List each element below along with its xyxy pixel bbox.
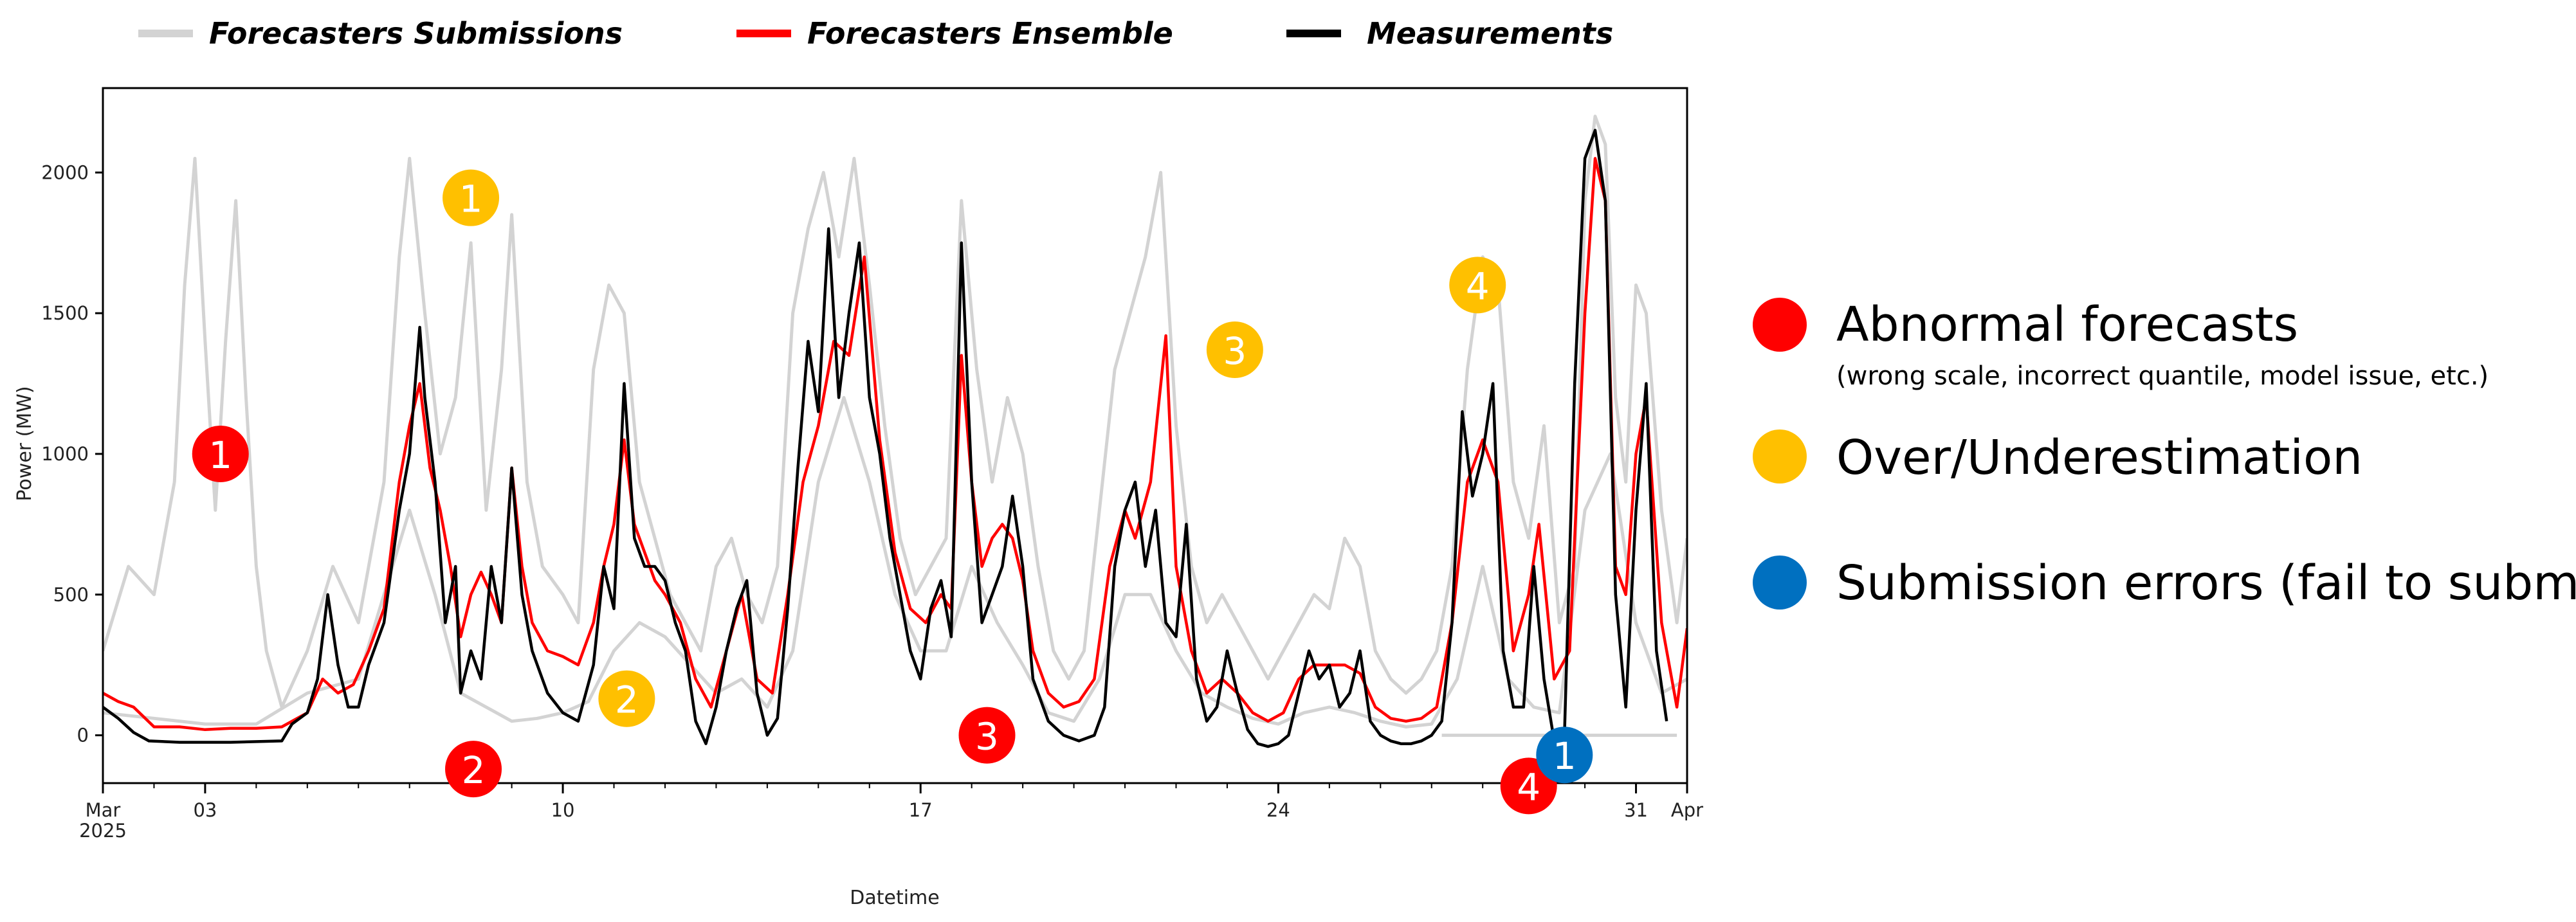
y-tick-label: 500 xyxy=(53,584,89,606)
marker-label: 1 xyxy=(1553,734,1576,778)
legend-item-ensemble: Forecasters Ensemble xyxy=(736,16,1173,51)
y-axis: 0 500 1000 1500 2000 xyxy=(41,161,103,746)
x-tick-label: Apr xyxy=(1671,799,1703,821)
plot-frame xyxy=(102,87,1688,784)
marker-red-1: 1 xyxy=(192,425,249,482)
key-dot-over-under xyxy=(1753,429,1807,484)
marker-dot xyxy=(598,670,655,727)
marker-dot xyxy=(958,707,1016,764)
marker-yellow-2: 2 xyxy=(598,670,655,727)
key-label-abnormal: Abnormal forecasts xyxy=(1836,297,2298,352)
legend-item-submissions: Forecasters Submissions xyxy=(138,16,623,51)
y-axis-label: Power (MW) xyxy=(14,386,36,501)
x-tick-label: 31 xyxy=(1624,799,1648,821)
marker-label: 2 xyxy=(615,678,639,722)
legend-item-measurements: Measurements xyxy=(1286,16,1613,51)
key-dot-submission-errors xyxy=(1753,556,1807,610)
x-tick-sublabel: 2025 xyxy=(79,820,127,842)
x-axis-label: Datetime xyxy=(850,887,939,909)
y-tick-label: 1500 xyxy=(41,302,89,324)
marker-yellow-1: 1 xyxy=(443,169,500,226)
marker-dot xyxy=(1206,321,1263,379)
key-label-submission-errors: Submission errors (fail to submit) xyxy=(1836,556,2576,611)
marker-dot xyxy=(1449,257,1506,314)
series-line-0 xyxy=(103,129,1668,748)
key-label-over-under: Over/Underestimation xyxy=(1836,430,2362,485)
marker-label: 1 xyxy=(459,177,483,221)
marker-label: 4 xyxy=(1517,765,1540,809)
y-tick-label: 0 xyxy=(77,725,89,746)
chart-legend: Forecasters Submissions Forecasters Ense… xyxy=(138,16,1613,51)
x-tick-label: 03 xyxy=(193,799,217,821)
x-tick-label: 17 xyxy=(909,799,933,821)
key-item-over-under: Over/Underestimation xyxy=(1753,429,2362,485)
key-item-abnormal: Abnormal forecasts (wrong scale, incorre… xyxy=(1753,297,2489,391)
marker-red-2: 2 xyxy=(445,741,502,798)
marker-yellow-4: 4 xyxy=(1449,257,1506,314)
category-key: Abnormal forecasts (wrong scale, incorre… xyxy=(1753,297,2576,611)
marker-red-3: 3 xyxy=(958,707,1016,764)
series-line-3 xyxy=(103,395,1687,728)
marker-label: 2 xyxy=(462,748,486,792)
legend-label-submissions: Forecasters Submissions xyxy=(209,16,623,51)
legend-label-measurements: Measurements xyxy=(1367,16,1613,51)
marker-label: 4 xyxy=(1466,264,1490,308)
key-dot-abnormal xyxy=(1753,298,1807,352)
y-tick-label: 1000 xyxy=(41,443,89,465)
marker-dot xyxy=(192,425,249,482)
x-tick-label: Mar xyxy=(86,799,121,821)
marker-yellow-3: 3 xyxy=(1206,321,1263,379)
marker-dot xyxy=(1536,727,1593,784)
marker-dot xyxy=(445,741,502,798)
x-tick-label: 24 xyxy=(1266,799,1290,821)
key-item-submission-errors: Submission errors (fail to submit) xyxy=(1753,556,2576,611)
legend-label-ensemble: Forecasters Ensemble xyxy=(807,16,1173,51)
marker-label: 3 xyxy=(975,715,999,759)
key-sublabel-abnormal: (wrong scale, incorrect quantile, model … xyxy=(1836,361,2489,391)
marker-label: 3 xyxy=(1223,329,1247,373)
y-tick-label: 2000 xyxy=(41,161,89,183)
marker-blue-1: 1 xyxy=(1536,727,1593,784)
x-tick-label: 10 xyxy=(551,799,575,821)
series-line-2 xyxy=(103,114,1687,709)
marker-label: 1 xyxy=(208,433,232,477)
marker-dot xyxy=(443,169,500,226)
series-layer xyxy=(103,114,1687,748)
